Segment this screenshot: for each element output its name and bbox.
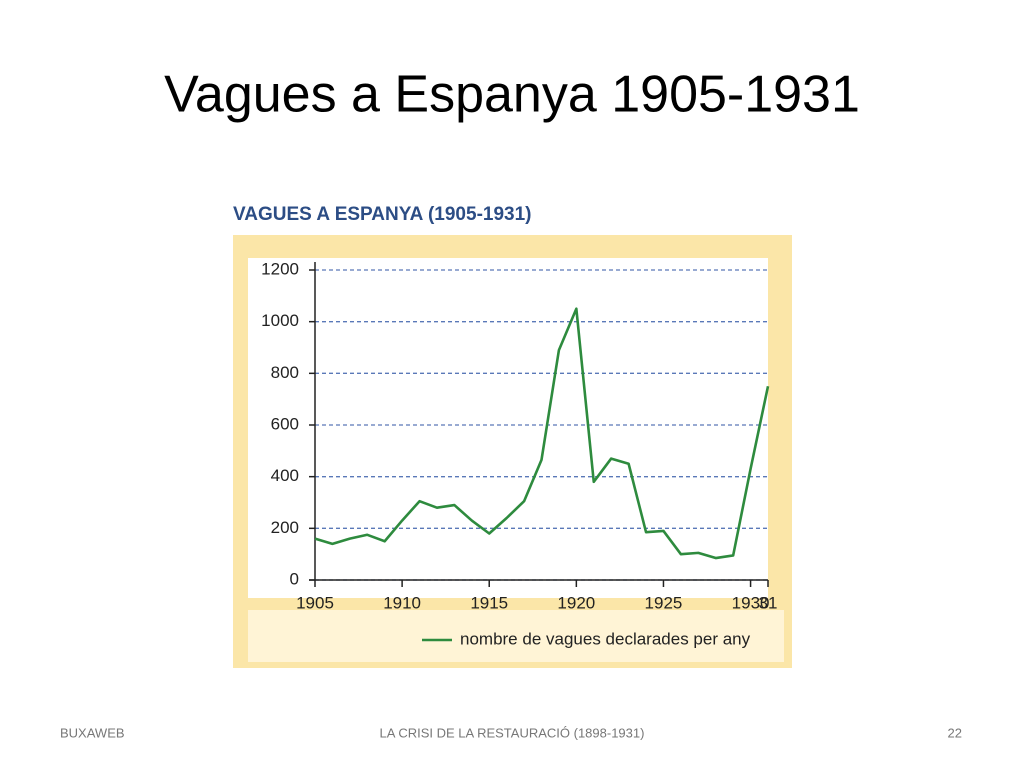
x-tick-label: 1905 <box>296 593 334 612</box>
y-tick-label: 200 <box>271 518 299 537</box>
legend-box <box>248 610 784 662</box>
x-tick-label: 1925 <box>645 593 683 612</box>
plot-area <box>248 258 768 598</box>
x-tick-label: 31 <box>759 593 778 612</box>
y-tick-label: 0 <box>290 569 299 588</box>
x-tick-label: 1910 <box>383 593 421 612</box>
footer-right: 22 <box>948 725 962 740</box>
y-tick-label: 400 <box>271 466 299 485</box>
legend-label: nombre de vagues declarades per any <box>460 629 751 648</box>
y-tick-label: 1200 <box>261 259 299 278</box>
footer-center: LA CRISI DE LA RESTAURACIÓ (1898-1931) <box>380 725 645 740</box>
chart-title: VAGUES A ESPANYA (1905-1931) <box>233 204 532 225</box>
x-tick-label: 1920 <box>557 593 595 612</box>
y-tick-label: 1000 <box>261 311 299 330</box>
footer-left: BUXAWEB <box>60 725 125 740</box>
data-line <box>314 307 770 560</box>
y-tick-label: 800 <box>271 363 299 382</box>
x-tick-label: 1915 <box>470 593 508 612</box>
slide-title: Vagues a Espanya 1905-1931 <box>164 66 860 124</box>
y-tick-label: 600 <box>271 414 299 433</box>
x-tick-label: 1930 <box>732 593 770 612</box>
